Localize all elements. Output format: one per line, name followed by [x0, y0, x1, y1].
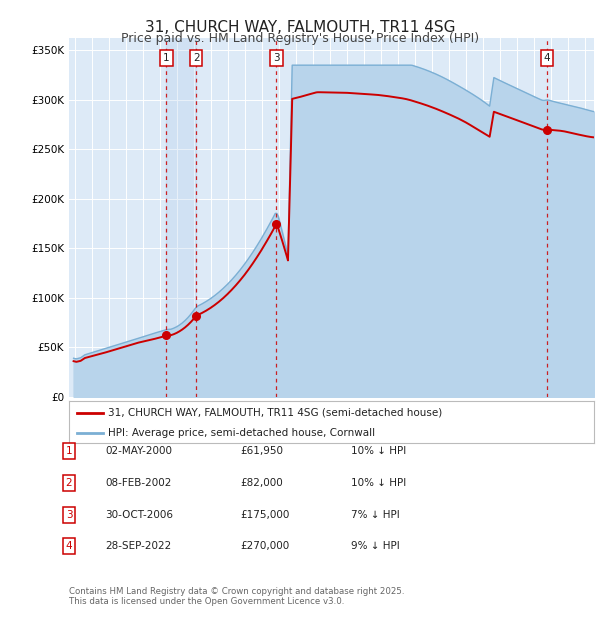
Text: HPI: Average price, semi-detached house, Cornwall: HPI: Average price, semi-detached house,… — [109, 428, 376, 438]
Text: £175,000: £175,000 — [240, 510, 289, 520]
Text: 4: 4 — [544, 53, 551, 63]
Text: 2: 2 — [193, 53, 199, 63]
Text: 10% ↓ HPI: 10% ↓ HPI — [351, 478, 406, 488]
Text: 1: 1 — [163, 53, 170, 63]
Text: 9% ↓ HPI: 9% ↓ HPI — [351, 541, 400, 551]
Text: 31, CHURCH WAY, FALMOUTH, TR11 4SG: 31, CHURCH WAY, FALMOUTH, TR11 4SG — [145, 20, 455, 35]
Text: £82,000: £82,000 — [240, 478, 283, 488]
Text: 3: 3 — [273, 53, 280, 63]
Text: £61,950: £61,950 — [240, 446, 283, 456]
Text: 08-FEB-2002: 08-FEB-2002 — [105, 478, 172, 488]
Text: Price paid vs. HM Land Registry's House Price Index (HPI): Price paid vs. HM Land Registry's House … — [121, 32, 479, 45]
Text: 2: 2 — [65, 478, 73, 488]
Text: 4: 4 — [65, 541, 73, 551]
Text: 1: 1 — [65, 446, 73, 456]
Text: £270,000: £270,000 — [240, 541, 289, 551]
Text: 02-MAY-2000: 02-MAY-2000 — [105, 446, 172, 456]
Text: 31, CHURCH WAY, FALMOUTH, TR11 4SG (semi-detached house): 31, CHURCH WAY, FALMOUTH, TR11 4SG (semi… — [109, 407, 443, 417]
Text: 30-OCT-2006: 30-OCT-2006 — [105, 510, 173, 520]
Text: 3: 3 — [65, 510, 73, 520]
Text: 28-SEP-2022: 28-SEP-2022 — [105, 541, 171, 551]
Text: Contains HM Land Registry data © Crown copyright and database right 2025.
This d: Contains HM Land Registry data © Crown c… — [69, 587, 404, 606]
Bar — [166, 38, 196, 397]
Text: 10% ↓ HPI: 10% ↓ HPI — [351, 446, 406, 456]
Text: 7% ↓ HPI: 7% ↓ HPI — [351, 510, 400, 520]
